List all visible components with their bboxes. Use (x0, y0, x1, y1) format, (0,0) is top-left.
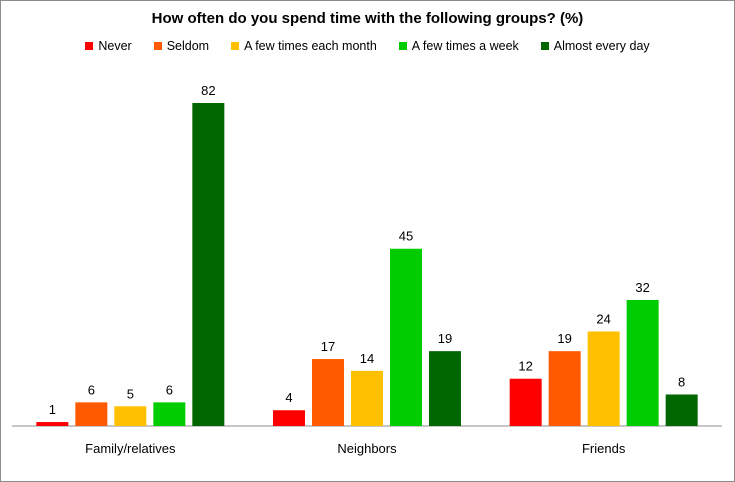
bar (312, 359, 344, 426)
legend-item: Almost every day (540, 39, 650, 53)
data-label: 14 (360, 351, 374, 366)
legend-swatch (85, 42, 94, 50)
data-label: 45 (399, 229, 413, 244)
bar (390, 248, 422, 426)
bar (153, 402, 186, 426)
bar (273, 410, 305, 426)
bar (114, 406, 147, 426)
category-label: Neighbors (337, 441, 397, 456)
legend-swatch (231, 42, 240, 50)
chart-legend: Never Seldom A few times each month A few t… (0, 39, 735, 53)
data-label: 4 (285, 390, 292, 405)
bar (192, 103, 225, 426)
bar (626, 299, 659, 426)
legend-item: Seldom (153, 39, 210, 53)
legend-label: Almost every day (553, 39, 650, 53)
legend-label: Never (98, 39, 132, 53)
legend-item: A few times a week (398, 39, 519, 53)
category-label: Friends (582, 441, 626, 456)
bar (587, 331, 620, 426)
data-label: 8 (678, 374, 685, 389)
data-label: 24 (596, 311, 610, 326)
bar (429, 351, 461, 426)
data-label: 82 (201, 83, 215, 98)
data-label: 5 (127, 386, 134, 401)
bar (351, 370, 383, 426)
legend-item: A few times each month (231, 39, 377, 53)
data-label: 32 (635, 280, 649, 295)
data-label: 19 (438, 331, 452, 346)
data-label: 6 (88, 382, 95, 397)
legend-swatch (153, 42, 162, 50)
data-label: 6 (166, 382, 173, 397)
data-label: 19 (557, 331, 571, 346)
category-label: Family/relatives (85, 441, 176, 456)
bar (36, 422, 69, 426)
data-label: 12 (518, 359, 532, 374)
legend-label: A few times each month (244, 39, 377, 53)
chart-title: How often do you spend time with the fol… (151, 10, 584, 27)
data-label: 17 (321, 339, 335, 354)
bar (509, 378, 542, 426)
legend-label: A few times a week (411, 39, 519, 53)
legend-label: Seldom (166, 39, 210, 53)
legend-item: Never (85, 39, 132, 53)
legend-swatch (398, 42, 407, 50)
data-label: 1 (49, 402, 56, 417)
bar (665, 394, 698, 426)
legend-swatch (540, 42, 549, 50)
bar (548, 351, 581, 426)
bar (75, 402, 108, 426)
